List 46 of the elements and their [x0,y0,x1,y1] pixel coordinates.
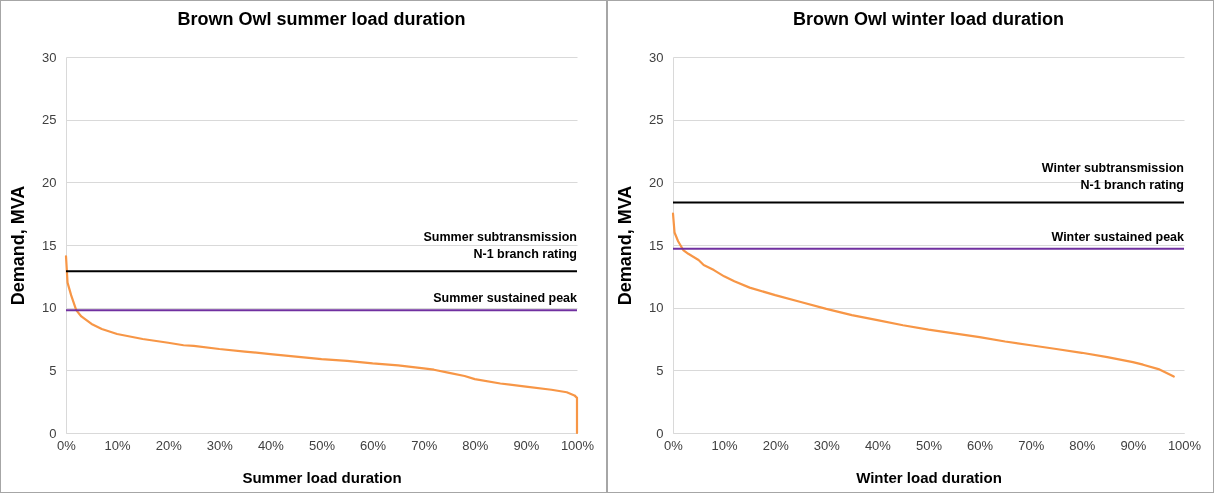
x-tick-label: 90% [1120,437,1147,453]
x-tick-label: 80% [462,437,489,453]
y-tick-label: 5 [656,362,664,378]
y-tick-label: 0 [656,425,664,441]
x-axis-title: Winter load duration [856,468,1002,486]
x-tick-label: 10% [711,437,739,453]
y-tick-label: 30 [649,49,664,65]
x-tick-label: 40% [257,437,285,453]
x-tick-label: 70% [1018,437,1045,453]
y-axis-title: Demand, MVA [615,185,636,306]
y-tick-label: 5 [49,362,57,378]
y-axis-title: Demand, MVA [8,185,29,306]
ref-line-label: Summer subtransmission N-1 branch rating [423,230,577,262]
y-tick-label: 25 [42,112,57,128]
x-tick-label: 70% [411,437,438,453]
x-tick-label: 60% [360,437,387,453]
ref-line-label: Winter sustained peak [1051,229,1185,244]
x-tick-label: 40% [864,437,892,453]
x-tick-label: 50% [308,437,336,453]
x-tick-label: 30% [813,437,841,453]
x-tick-label: 0% [57,437,77,453]
x-tick-label: 20% [155,437,183,453]
y-tick-label: 20 [649,174,664,190]
x-tick-label: 30% [206,437,234,453]
chart-title: Brown Owl summer load duration [177,9,466,29]
y-tick-label: 15 [42,237,57,253]
y-tick-label: 20 [42,174,57,190]
x-tick-label: 100% [1167,437,1202,453]
y-tick-label: 30 [42,49,57,65]
y-tick-label: 25 [649,112,664,128]
y-tick-label: 15 [649,237,664,253]
x-tick-label: 50% [915,437,943,453]
x-tick-label: 100% [560,437,595,453]
x-axis-title: Summer load duration [242,468,402,486]
x-tick-label: 10% [104,437,132,453]
x-tick-label: 0% [664,437,684,453]
ref-line-label: Winter subtransmission N-1 branch rating [1041,161,1184,193]
x-tick-label: 60% [967,437,994,453]
x-tick-label: 80% [1069,437,1096,453]
x-tick-label: 20% [762,437,790,453]
x-tick-label: 90% [513,437,540,453]
chart-title: Brown Owl winter load duration [792,9,1065,29]
y-tick-label: 10 [42,300,57,316]
y-tick-label: 0 [49,425,57,441]
y-tick-label: 10 [649,300,664,316]
ref-line-label: Summer sustained peak [433,291,578,306]
